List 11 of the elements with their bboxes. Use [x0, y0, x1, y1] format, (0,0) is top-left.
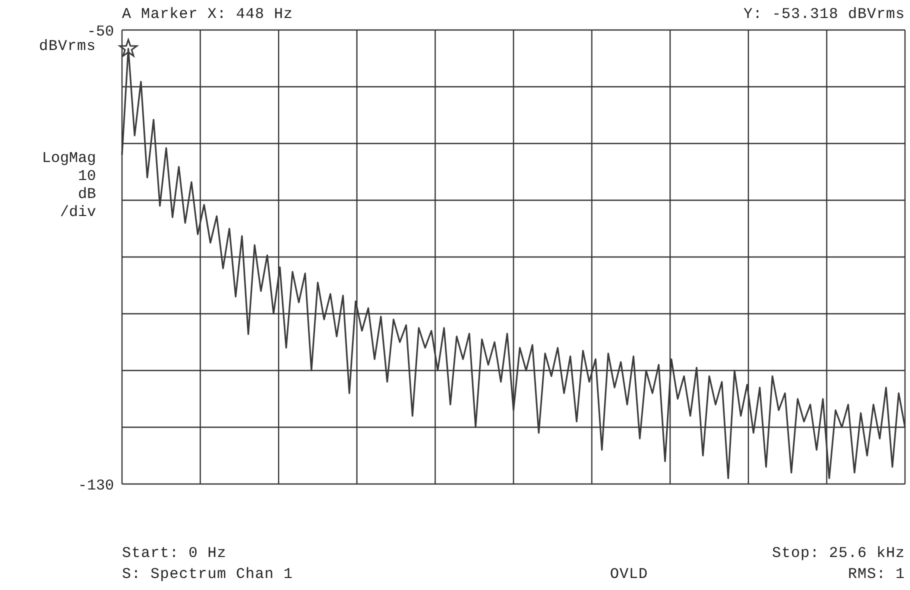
y-axis-title: LogMag 10 dB /div — [40, 150, 96, 222]
text: Stop: 25.6 kHz — [772, 545, 905, 562]
text: dBVrms — [38, 38, 96, 55]
text: Y: -53.318 dBVrms — [743, 6, 905, 23]
text: RMS: 1 — [848, 566, 905, 583]
y-tick-label: -130 — [78, 477, 114, 494]
text: A Marker X: 448 Hz — [122, 6, 294, 23]
text: S: Spectrum Chan 1 — [122, 566, 294, 583]
text: OVLD — [610, 566, 648, 583]
y-tick-label: -50 — [86, 23, 114, 40]
text: Start: 0 Hz — [122, 545, 227, 562]
